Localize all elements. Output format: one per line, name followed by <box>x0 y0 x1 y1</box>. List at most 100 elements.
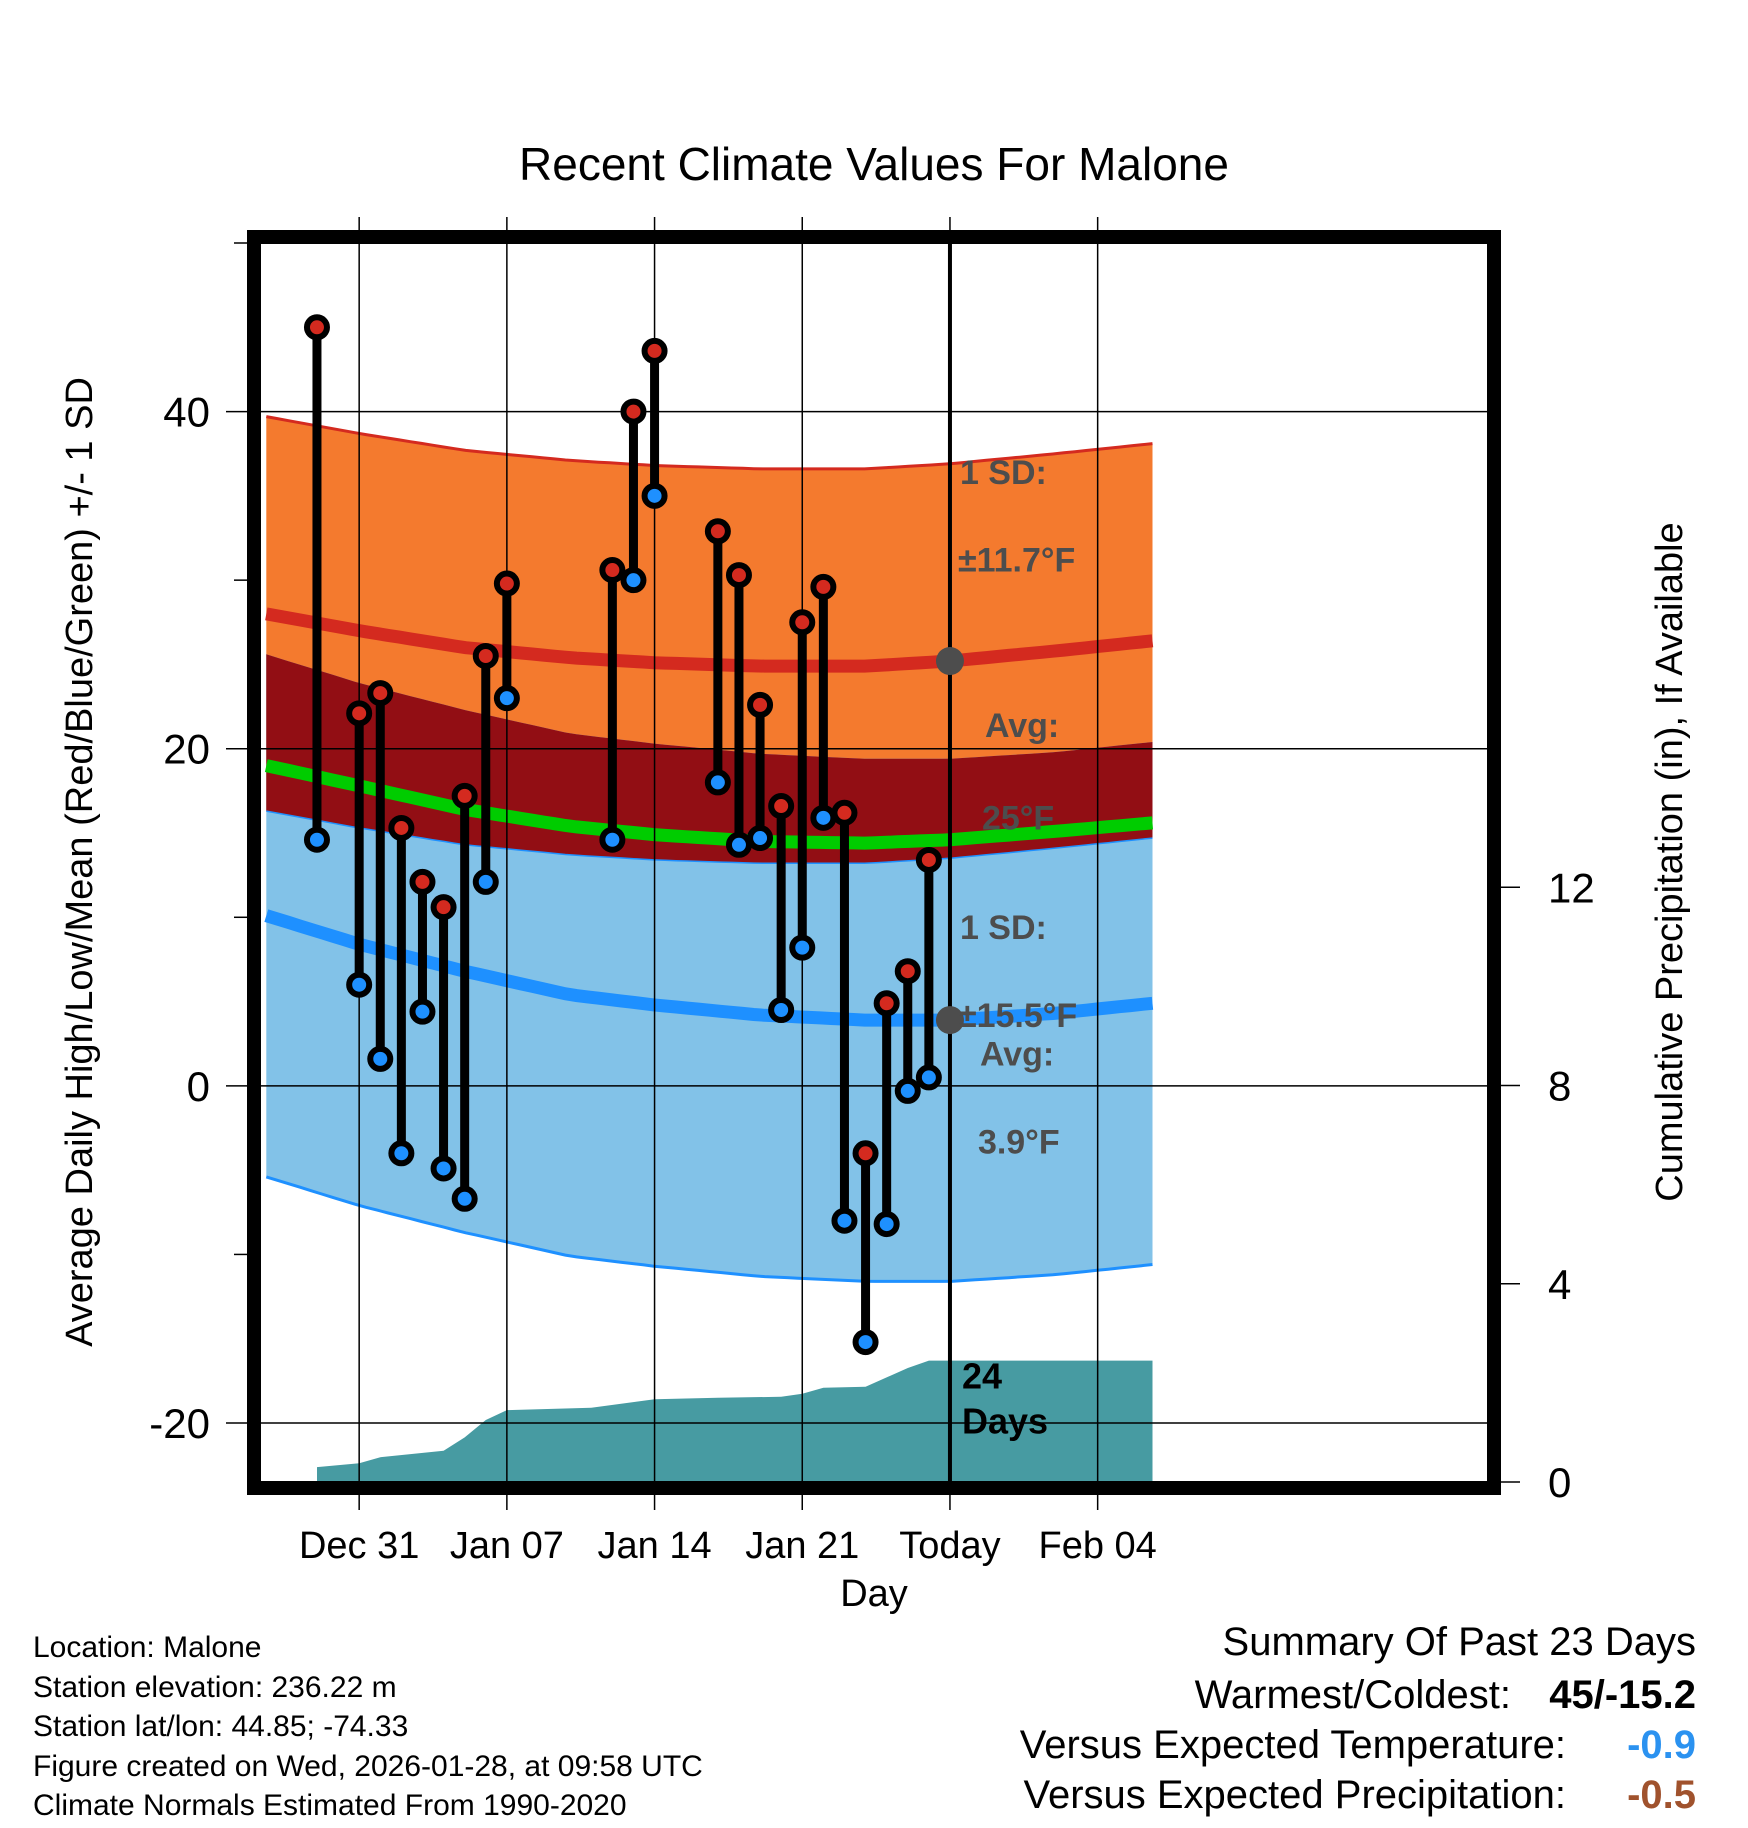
x-tick-label: Dec 31 <box>299 1525 419 1567</box>
observed-high-dot <box>472 643 499 669</box>
y-tick-label-left: -20 <box>149 1400 210 1447</box>
observed-high-dot <box>493 570 520 597</box>
observed-high-dot <box>725 562 752 589</box>
high-lower-sd-line <box>266 810 1153 865</box>
x-tick-label: Jan 07 <box>450 1525 564 1567</box>
high-avg-value: 25°F <box>982 800 1054 838</box>
high-avg-label: Avg: <box>985 707 1059 745</box>
created-text: Figure created on Wed, 2026-01-28, at 09… <box>33 1749 703 1783</box>
climate-chart: Recent Climate Values For Malone 40200-2… <box>59 138 1691 1615</box>
observed-high-dot <box>367 680 394 707</box>
observed-low-dot <box>430 1155 457 1182</box>
observed-high-dot <box>388 814 415 841</box>
precip-value: -0.5 <box>1627 1773 1696 1817</box>
low-avg-label: Avg: <box>980 1036 1054 1074</box>
observed-high-dot <box>810 573 837 600</box>
observed-high-dot <box>894 958 921 985</box>
chart-title: Recent Climate Values For Malone <box>519 138 1229 190</box>
days-count-number: 24 <box>962 1356 1002 1397</box>
warmest-label: Warmest/Coldest: <box>1194 1673 1511 1717</box>
high-avg-marker <box>935 647 964 676</box>
y-tick-label-left: 20 <box>163 726 210 773</box>
observed-high-dot <box>768 793 795 820</box>
station-metadata: Location: Malone Station elevation: 236.… <box>33 1628 703 1826</box>
plot-inner <box>260 243 1488 1482</box>
observed-high-dot <box>831 799 858 826</box>
latlon-text: Station lat/lon: 44.85; -74.33 <box>33 1710 409 1743</box>
y-tick-label-right: 4 <box>1548 1261 1571 1308</box>
low-average-line <box>264 909 1154 1027</box>
observed-low-dot <box>641 482 668 509</box>
observed-low-dot <box>346 971 373 998</box>
observed-high-dot <box>852 1140 879 1167</box>
summary-title: Summary Of Past 23 Days <box>1222 1620 1696 1664</box>
observed-low-dot <box>810 804 837 831</box>
observed-low-dot <box>768 997 795 1023</box>
observed-high-dot <box>430 894 457 921</box>
summary-precip-row: Versus Expected Precipitation: -0.5 <box>1020 1773 1696 1823</box>
observed-high-dot <box>303 314 330 341</box>
observed-low-dot <box>472 868 499 895</box>
elevation-text: Station elevation: 236.22 m <box>33 1670 397 1704</box>
y-tick-label-right: 8 <box>1548 1063 1571 1110</box>
days-count-label: Days <box>962 1401 1048 1442</box>
x-tick-label: Feb 04 <box>1039 1525 1157 1567</box>
observed-low-dot <box>388 1140 415 1167</box>
low-avg-marker <box>935 1006 964 1035</box>
observed-high-dot <box>747 691 774 718</box>
observed-high-dot <box>641 337 668 364</box>
observed-low-dot <box>831 1207 858 1234</box>
low-avg-value: 3.9°F <box>978 1123 1060 1161</box>
observed-low-dot <box>873 1211 900 1238</box>
observed-low-dot <box>725 831 752 858</box>
mean-average-line <box>264 759 1154 850</box>
observed-high-dot <box>620 398 647 425</box>
x-tick-label: Jan 14 <box>598 1525 712 1567</box>
observed-high-dot <box>873 990 900 1017</box>
summary-panel: Summary Of Past 23 Days Warmest/Coldest:… <box>1020 1620 1696 1823</box>
observed-low-dot <box>599 826 626 853</box>
observed-low-dot <box>303 826 330 853</box>
observed-low-dot <box>915 1064 942 1091</box>
y-tick-label-left: 40 <box>163 389 210 436</box>
observed-low-dot <box>451 1185 478 1212</box>
observed-low-dot <box>620 567 647 594</box>
temp-label: Versus Expected Temperature: <box>1019 1723 1566 1767</box>
observed-high-dot <box>451 782 478 809</box>
normals-text: Climate Normals Estimated From 1990-2020 <box>33 1789 627 1822</box>
y-axis-title-left: Average Daily High/Low/Mean (Red/Blue/Gr… <box>59 377 101 1347</box>
y-tick-label-right: 0 <box>1548 1459 1571 1506</box>
observed-high-dot <box>704 518 731 545</box>
low-sd-label: 1 SD: <box>960 909 1047 947</box>
y-axis-title-right: Cumulative Precipitation (in), If Availa… <box>1649 522 1691 1201</box>
low-lower-sd-line <box>265 1175 1153 1283</box>
x-axis-title: Day <box>840 1573 908 1615</box>
observed-low-dot <box>789 934 816 961</box>
observed-low-dot <box>493 685 520 712</box>
high-sd-label: 1 SD: <box>960 454 1047 492</box>
observed-low-dot <box>894 1077 921 1104</box>
warmest-value: 45/-15.2 <box>1549 1673 1696 1717</box>
y-tick-label-left: 0 <box>187 1063 210 1110</box>
observed-low-dot <box>747 825 774 852</box>
observed-high-dot <box>409 868 436 895</box>
y-tick-label-right: 12 <box>1548 864 1595 911</box>
high-sd-value: ±11.7°F <box>958 542 1075 580</box>
observed-low-dot <box>704 769 731 796</box>
observed-low-dot <box>367 1045 394 1072</box>
summary-temp-row: Versus Expected Temperature: -0.9 <box>1020 1723 1696 1773</box>
x-tick-label: Jan 21 <box>745 1525 859 1567</box>
precipitation-area <box>317 1360 1153 1482</box>
x-tick-label: Today <box>899 1525 1000 1567</box>
observed-low-dot <box>852 1329 879 1356</box>
high-average-line <box>265 607 1154 673</box>
plot-frame <box>247 230 1501 1495</box>
observed-high-dot <box>599 557 626 584</box>
summary-warmest-row: Warmest/Coldest: 45/-15.2 <box>1020 1673 1696 1723</box>
low-sd-value: ±15.5°F <box>958 997 1077 1035</box>
location-text: Location: Malone <box>33 1631 262 1664</box>
observed-high-dot <box>789 609 816 636</box>
high-upper-sd-line <box>266 415 1153 471</box>
observed-low-dot <box>409 998 436 1025</box>
